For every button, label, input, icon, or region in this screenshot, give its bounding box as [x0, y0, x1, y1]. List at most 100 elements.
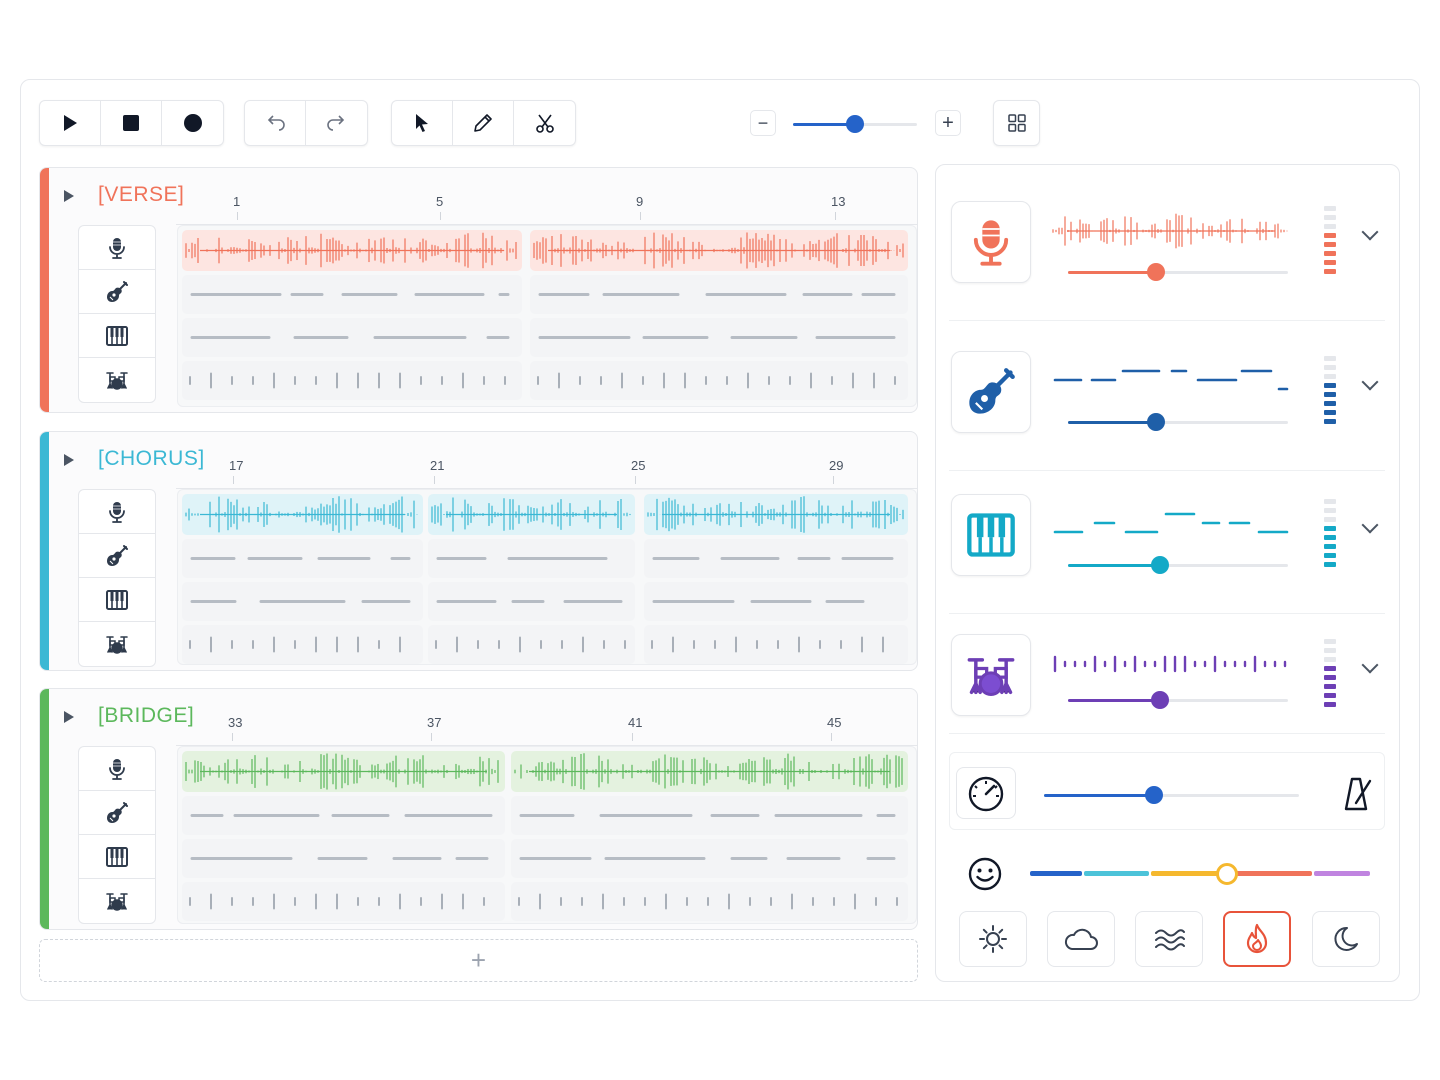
drums-clip[interactable]: [182, 625, 423, 664]
zoom-in-button[interactable]: +: [935, 110, 961, 136]
piano-clip[interactable]: [182, 318, 522, 357]
tempo-button[interactable]: [956, 767, 1016, 819]
piano-clip[interactable]: [644, 582, 908, 621]
track-guitar-button[interactable]: [79, 270, 155, 314]
mixer-instrument-button[interactable]: [951, 201, 1031, 283]
pointer-tool-button[interactable]: [392, 101, 453, 145]
redo-button[interactable]: [306, 101, 367, 145]
drums-clip[interactable]: [644, 625, 908, 664]
guitar-clip[interactable]: [182, 275, 522, 314]
section-collapse-toggle[interactable]: [64, 190, 74, 202]
track-volume-handle[interactable]: [1151, 691, 1169, 709]
vocal-clip[interactable]: [182, 494, 423, 535]
zoom-out-button[interactable]: −: [750, 110, 776, 136]
section-label[interactable]: [BRIDGE]: [98, 704, 195, 727]
guitar-clip[interactable]: [182, 539, 423, 578]
guitar-clip[interactable]: [182, 796, 505, 835]
undo-button[interactable]: [245, 101, 306, 145]
guitar-clip[interactable]: [644, 539, 908, 578]
zoom-slider-handle[interactable]: [846, 115, 864, 133]
stop-button[interactable]: [101, 101, 162, 145]
chevron-down-icon[interactable]: [1361, 373, 1379, 391]
drums-clip[interactable]: [182, 361, 522, 400]
grid-view-button[interactable]: [994, 101, 1039, 145]
ruler-tick: [635, 476, 636, 484]
track-microphone-button[interactable]: [79, 490, 155, 534]
bar-number: 45: [827, 715, 842, 730]
drums-icon: [106, 372, 128, 390]
piano-clip[interactable]: [182, 582, 423, 621]
section-collapse-toggle[interactable]: [64, 454, 74, 466]
mood-cloudy-button[interactable]: [1047, 911, 1115, 967]
play-button[interactable]: [40, 101, 101, 145]
track-guitar-button[interactable]: [79, 534, 155, 578]
vocal-clip[interactable]: [530, 230, 908, 271]
drums-clip[interactable]: [511, 882, 908, 921]
mixer-instrument-button[interactable]: [951, 634, 1031, 716]
instrument-column: [78, 225, 156, 403]
piano-clip[interactable]: [530, 318, 908, 357]
vocal-clip[interactable]: [428, 494, 635, 535]
pencil-tool-button[interactable]: [453, 101, 514, 145]
section-collapse-toggle[interactable]: [64, 711, 74, 723]
pencil-icon: [474, 114, 492, 132]
ruler-tick: [233, 476, 234, 484]
tempo-row: [949, 752, 1385, 830]
track-volume-slider[interactable]: [1068, 413, 1288, 431]
guitar-clip[interactable]: [530, 275, 908, 314]
zoom-slider[interactable]: [793, 115, 917, 133]
microphone-icon: [973, 220, 1009, 266]
mixer-instrument-button[interactable]: [951, 351, 1031, 433]
track-volume-slider[interactable]: [1068, 263, 1288, 281]
track-microphone-button[interactable]: [79, 747, 155, 791]
mood-slider[interactable]: [1030, 863, 1370, 885]
track-drums-button[interactable]: [79, 358, 155, 402]
piano-clip[interactable]: [182, 839, 505, 878]
track-preview: [1049, 211, 1293, 251]
mood-slider-handle[interactable]: [1216, 863, 1238, 885]
piano-clip[interactable]: [511, 839, 908, 878]
ruler-tick: [640, 212, 641, 220]
scissors-tool-button[interactable]: [514, 101, 575, 145]
track-volume-handle[interactable]: [1147, 413, 1165, 431]
track-volume-slider[interactable]: [1068, 556, 1288, 574]
chevron-down-icon[interactable]: [1361, 516, 1379, 534]
mood-calm-button[interactable]: [1135, 911, 1203, 967]
track-piano-button[interactable]: [79, 835, 155, 879]
add-section-button[interactable]: +: [39, 939, 918, 982]
section-color-bar: [40, 432, 49, 670]
track-guitar-button[interactable]: [79, 791, 155, 835]
vocal-clip[interactable]: [644, 494, 908, 535]
drums-clip[interactable]: [182, 882, 505, 921]
vocal-clip[interactable]: [182, 230, 522, 271]
section-label[interactable]: [VERSE]: [98, 183, 185, 206]
vocal-clip[interactable]: [182, 751, 505, 792]
track-volume-handle[interactable]: [1151, 556, 1169, 574]
mixer-instrument-button[interactable]: [951, 494, 1031, 576]
track-drums-button[interactable]: [79, 622, 155, 666]
track-piano-button[interactable]: [79, 578, 155, 622]
vocal-clip[interactable]: [511, 751, 908, 792]
guitar-clip[interactable]: [511, 796, 908, 835]
guitar-clip[interactable]: [428, 539, 635, 578]
record-button[interactable]: [162, 101, 223, 145]
mood-energetic-button[interactable]: [1223, 911, 1291, 967]
drums-clip[interactable]: [530, 361, 908, 400]
section-label[interactable]: [CHORUS]: [98, 447, 205, 470]
tempo-slider[interactable]: [1044, 786, 1299, 804]
level-meter: [1324, 499, 1336, 571]
ruler-tick: [431, 733, 432, 741]
tempo-slider-handle[interactable]: [1145, 786, 1163, 804]
track-volume-slider[interactable]: [1068, 691, 1288, 709]
metronome-icon: [1344, 777, 1372, 811]
track-volume-handle[interactable]: [1147, 263, 1165, 281]
track-drums-button[interactable]: [79, 879, 155, 923]
chevron-down-icon[interactable]: [1361, 656, 1379, 674]
mood-sunny-button[interactable]: [959, 911, 1027, 967]
mood-night-button[interactable]: [1312, 911, 1380, 967]
track-microphone-button[interactable]: [79, 226, 155, 270]
chevron-down-icon[interactable]: [1361, 223, 1379, 241]
track-piano-button[interactable]: [79, 314, 155, 358]
piano-clip[interactable]: [428, 582, 635, 621]
drums-clip[interactable]: [428, 625, 635, 664]
